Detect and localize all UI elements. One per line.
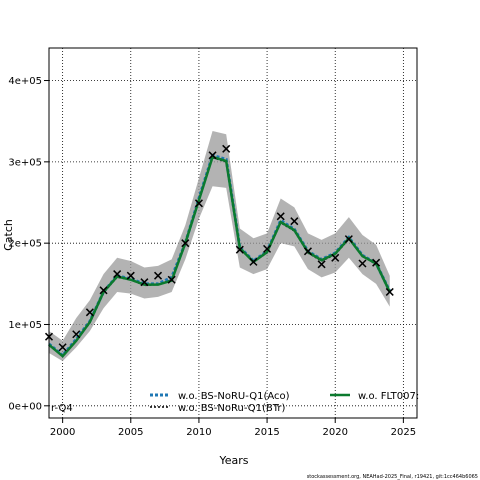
observed-point-stroke bbox=[249, 257, 258, 266]
observed-point bbox=[167, 275, 176, 284]
observed-point-stroke bbox=[140, 278, 149, 287]
observed-point-stroke bbox=[181, 239, 190, 248]
x-tick-label: 2025 bbox=[391, 427, 416, 438]
observed-point bbox=[303, 247, 312, 256]
legend: w.o. BS-NoRU-Q1(Aco)w.o. BS-NoRu-Q1(BTr)… bbox=[51, 391, 419, 414]
x-tick-label: 2020 bbox=[322, 427, 347, 438]
observed-point-stroke bbox=[58, 343, 67, 352]
legend-fragment: r-Q4 bbox=[51, 403, 73, 414]
observed-point-stroke bbox=[208, 151, 217, 160]
observed-point-stroke bbox=[276, 212, 285, 221]
observed-point bbox=[344, 235, 353, 244]
observed-point-stroke bbox=[194, 199, 203, 208]
legend-label-2: w.o. BS-NoRu-Q1(BTr) bbox=[178, 403, 286, 414]
observed-point-stroke bbox=[331, 253, 340, 262]
legend-label-1: w.o. BS-NoRU-Q1(Aco) bbox=[178, 391, 290, 402]
plot-frame bbox=[48, 47, 418, 419]
observed-point bbox=[263, 244, 272, 253]
observed-point bbox=[99, 286, 108, 295]
observed-point bbox=[317, 260, 326, 269]
y-tick-label: 3e+05 bbox=[8, 157, 42, 168]
y-tick-label: 4e+05 bbox=[8, 76, 42, 87]
observed-point bbox=[154, 271, 163, 280]
observed-point-stroke bbox=[263, 244, 272, 253]
x-tick-label: 2005 bbox=[118, 427, 143, 438]
observed-point bbox=[181, 239, 190, 248]
footer-text: stockassessment.org, NEAHad-2025_Final, … bbox=[307, 474, 478, 480]
observed-point-stroke bbox=[385, 287, 394, 296]
y-axis-title: Catch bbox=[2, 219, 15, 251]
observed-point bbox=[385, 287, 394, 296]
observed-point-stroke bbox=[303, 247, 312, 256]
observed-point-stroke bbox=[317, 260, 326, 269]
observed-point-stroke bbox=[222, 144, 231, 153]
x-axis-title: Years bbox=[218, 454, 248, 467]
observed-point-stroke bbox=[167, 275, 176, 284]
observed-point bbox=[290, 217, 299, 226]
x-tick-label: 2015 bbox=[254, 427, 279, 438]
observed-point bbox=[85, 308, 94, 317]
observed-point bbox=[249, 257, 258, 266]
observed-point-stroke bbox=[99, 286, 108, 295]
observed-point-stroke bbox=[235, 245, 244, 254]
observed-point-stroke bbox=[358, 259, 367, 268]
observed-point-stroke bbox=[154, 271, 163, 280]
observed-point bbox=[72, 330, 81, 339]
observed-point bbox=[235, 245, 244, 254]
observed-point bbox=[372, 258, 381, 267]
y-tick-label: 0e+00 bbox=[8, 401, 42, 412]
observed-point bbox=[331, 253, 340, 262]
y-tick-label: 2e+05 bbox=[8, 239, 42, 250]
x-tick-label: 2000 bbox=[50, 427, 75, 438]
legend-label-3: w.o. FLT007: bbox=[358, 391, 419, 402]
observed-point-stroke bbox=[344, 235, 353, 244]
observed-point bbox=[58, 343, 67, 352]
observed-point-stroke bbox=[290, 217, 299, 226]
observed-point bbox=[140, 278, 149, 287]
observed-point bbox=[113, 270, 122, 279]
observed-point-stroke bbox=[85, 308, 94, 317]
observed-point-stroke bbox=[113, 270, 122, 279]
observed-point bbox=[194, 199, 203, 208]
y-tick-label: 1e+05 bbox=[8, 320, 42, 331]
observed-point bbox=[126, 271, 135, 280]
observed-point-stroke bbox=[372, 258, 381, 267]
observed-point bbox=[222, 144, 231, 153]
observed-point-stroke bbox=[72, 330, 81, 339]
observed-point bbox=[276, 212, 285, 221]
confidence-band bbox=[49, 130, 390, 362]
plot-area: 2000 2005 2010 2015 2020 2025 0e+00 1e+05 2e+05 3… bbox=[8, 47, 418, 438]
x-tick-label: 2010 bbox=[186, 427, 211, 438]
observed-point bbox=[358, 259, 367, 268]
observed-point bbox=[208, 151, 217, 160]
observed-point-stroke bbox=[126, 271, 135, 280]
